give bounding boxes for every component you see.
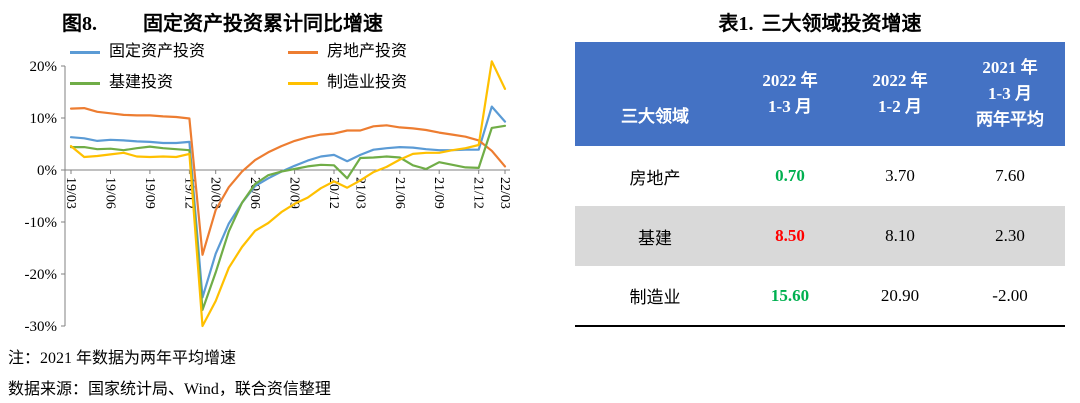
table-1-panel: 表1. 三大领域投资增速 三大领域 2022 年 1-3 月 2022 年 1-2 月 20…	[560, 0, 1080, 403]
x-tick-label: 20/09	[287, 177, 302, 209]
chart-note: 注：2021 年数据为两年平均增速	[8, 350, 237, 367]
x-tick-label: 19/09	[142, 177, 157, 209]
table-body: 房地产 0.70 3.70 7.60 基建 8.50 8.10 2.30 制造业 15.60 20.…	[575, 146, 1065, 326]
chart-legend: 固定资产投资 房地产投资基建投资 制造业投资	[70, 43, 407, 92]
table-cell: 3.70	[885, 166, 915, 185]
x-tick-label: 19/03	[63, 177, 78, 209]
figure-title-text: 固定资产投资累计同比增速	[143, 13, 383, 35]
legend-item-manufacturing-investment: 制造业投资	[288, 74, 407, 92]
table-cell: 7.60	[995, 166, 1025, 185]
table-corner-header: 三大领域	[575, 42, 735, 146]
legend-item-infrastructure-investment: 基建投资	[70, 74, 288, 92]
header-line: 1-3 月	[988, 84, 1032, 103]
table-row: 制造业 15.60 20.90 -2.00	[575, 266, 1065, 326]
fixed-asset-investment-chart: 20%10%0%-10%-20%-30%19/03 19/06 19/09 19/12…	[25, 59, 513, 335]
x-tick-label: 21/06	[392, 177, 407, 209]
header-line: 1-2 月	[878, 97, 922, 116]
table-cell: 8.10	[885, 226, 915, 245]
table-row: 房地产 0.70 3.70 7.60	[575, 146, 1065, 206]
table-cell: 15.60	[770, 285, 810, 305]
legend-item-real-estate-investment: 房地产投资	[288, 43, 407, 61]
table-cell: 0.70	[775, 166, 805, 185]
x-tick-label: 20/12	[326, 177, 341, 209]
table-title-text: 三大领域投资增速	[761, 13, 922, 35]
table-cell: 20.90	[880, 285, 920, 305]
y-tick-label: 0%	[37, 163, 57, 179]
series-line-manufacturing-investment	[69, 60, 507, 328]
legend-label: 固定资产投资	[109, 43, 206, 60]
y-tick-label: -10%	[25, 215, 58, 231]
table-column-header: 2022 年 1-3 月	[735, 42, 845, 146]
table-column-header: 2021 年 1-3 月两年平均	[955, 42, 1065, 146]
header-line: 2022 年	[872, 71, 928, 90]
x-tick-label: 21/09	[431, 177, 446, 209]
table-row: 基建 8.50 8.10 2.30	[575, 206, 1065, 266]
x-tick-label: 22/03	[497, 177, 512, 209]
legend-label: 房地产投资	[327, 43, 408, 60]
table-header-row: 三大领域 2022 年 1-3 月 2022 年 1-2 月 2021 年 1-3 月两年平…	[575, 42, 1065, 146]
data-source-note: 数据来源：国家统计局、Wind，联合资信整理	[8, 381, 331, 398]
x-tick-label: 19/06	[103, 177, 118, 209]
table-column-header: 2022 年 1-2 月	[845, 42, 955, 146]
series-line-infrastructure-investment	[69, 124, 507, 311]
legend-item-fixed-asset-investment: 固定资产投资	[70, 43, 288, 61]
y-tick-label: -30%	[25, 319, 58, 335]
legend-label: 基建投资	[109, 74, 174, 91]
legend-label: 制造业投资	[327, 74, 408, 91]
y-tick-label: 10%	[30, 111, 58, 127]
header-line: 1-3 月	[768, 97, 812, 116]
row-label: 基建	[638, 228, 672, 248]
y-tick-label: 20%	[30, 59, 58, 75]
table-title: 表1. 三大领域投资增速	[575, 7, 1065, 36]
legend-line-swatch	[288, 50, 318, 54]
figure-8-panel: 图8. 固定资产投资累计同比增速 20% 10% 0% -10% -20% -30% 19/0…	[8, 7, 513, 398]
header-line: 两年平均	[976, 110, 1044, 129]
y-tick-label: -20%	[25, 267, 58, 283]
table-cell: 2.30	[995, 226, 1025, 245]
table-cell: 8.50	[775, 226, 805, 245]
header-line: 2022 年	[762, 71, 818, 90]
series-line-fixed-asset-investment	[69, 105, 507, 299]
x-tick-label: 20/03	[208, 177, 223, 209]
table-cell: -2.00	[992, 285, 1028, 305]
x-tick-label: 21/12	[471, 177, 486, 209]
series-line-real-estate-investment	[69, 106, 507, 256]
header-line: 2021 年	[982, 58, 1038, 77]
legend-line-swatch	[70, 50, 100, 54]
figure-title: 图8. 固定资产投资累计同比增速	[62, 7, 383, 36]
row-label: 房地产	[629, 168, 681, 188]
row-label: 制造业	[629, 288, 681, 307]
figure-label: 图8.	[62, 13, 97, 35]
investment-growth-table: 三大领域 2022 年 1-3 月 2022 年 1-2 月 2021 年 1-3 月两年平…	[575, 42, 1065, 327]
table-label: 表1.	[718, 13, 754, 35]
x-tick-label: 21/03	[352, 177, 367, 209]
legend-line-swatch	[70, 81, 100, 85]
legend-line-swatch	[288, 81, 318, 85]
